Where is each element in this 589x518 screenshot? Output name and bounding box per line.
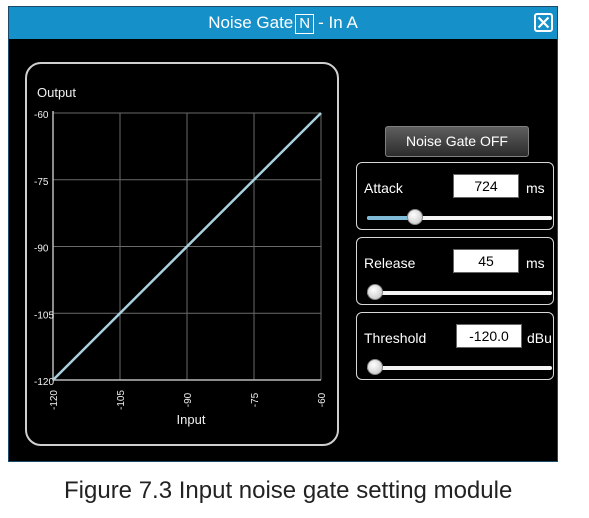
title-suffix: - In A [318,13,358,32]
release-panel: Release 45 ms [356,237,554,305]
x-tick-label: -120 [49,390,60,410]
transfer-curve-line [52,112,322,381]
x-tick-label: -105 [116,390,127,410]
release-slider[interactable] [367,284,552,300]
release-label: Release [364,255,416,271]
close-icon [537,16,550,29]
threshold-panel: Threshold -120.0 dBu [356,312,554,380]
attack-slider[interactable] [367,209,552,225]
title-prefix: Noise Gate [208,13,294,32]
y-tick-label: -60 [34,110,49,121]
x-tick-label: -90 [183,392,194,407]
x-axis-title: Input [177,412,206,427]
release-value-field[interactable]: 45 [453,249,519,273]
release-slider-thumb[interactable] [367,284,383,300]
attack-value-field[interactable]: 724 [453,174,519,198]
figure-caption: Figure 7.3 Input noise gate setting modu… [64,477,513,504]
threshold-slider-thumb[interactable] [367,359,383,375]
gate-curve-svg: -60 -75 -90 -105 -120 -120 -105 -90 -75 -60 Output… [34,85,328,427]
noise-gate-toggle-button[interactable]: Noise Gate OFF [385,126,529,157]
y-tick-label: -75 [34,177,49,188]
y-tick-label: -90 [34,244,49,255]
attack-label: Attack [364,180,403,196]
release-unit: ms [526,255,545,271]
x-tick-label: -60 [317,392,328,407]
title-bar: Noise Gate N - In A [9,7,557,39]
y-axis-title: Output [37,85,76,100]
attack-panel: Attack 724 ms [356,162,554,230]
threshold-value-field[interactable]: -120.0 [456,324,522,348]
channel-badge: N [295,14,315,34]
attack-slider-fill [367,216,416,220]
gate-curve-graph: -60 -75 -90 -105 -120 -120 -105 -90 -75 -60 Output… [25,62,339,446]
attack-unit: ms [526,180,545,196]
threshold-slider[interactable] [367,359,552,375]
window-title: Noise Gate N - In A [9,7,557,39]
attack-slider-thumb[interactable] [407,209,424,225]
close-button[interactable] [534,13,553,32]
y-tick-label: -105 [34,310,54,321]
y-tick-label: -120 [34,377,54,388]
threshold-unit: dBu [527,330,552,346]
threshold-label: Threshold [364,330,427,346]
x-tick-label: -75 [250,392,261,407]
noise-gate-window: Noise Gate N - In A -60 -75 -90 -105 -120 -120-… [8,6,558,462]
